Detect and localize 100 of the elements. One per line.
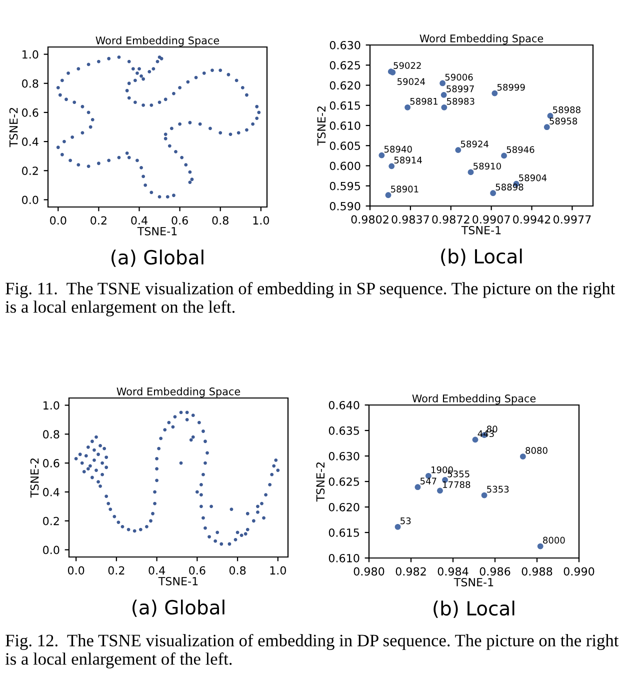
annotation: 58988 [553,106,580,114]
y-tick-label: 0.640 [328,400,360,410]
x-tick-label: 0.9802 [351,215,388,224]
annotation: 58940 [384,146,412,153]
y-axis-title: TSNE-2 [30,458,39,498]
y-tick-label: 0.615 [330,101,360,110]
point [414,484,421,490]
x-tick-label: 0.9872 [432,215,470,224]
x-tick-label: 0.990 [564,567,594,576]
annotation: 17788 [443,481,470,488]
point [455,147,462,153]
point [441,104,448,110]
y-tick-label: 0.2 [22,166,38,176]
y-tick-label: 0.630 [328,452,360,460]
caption: Fig. 11. The TSNE visualization of embedding in SP sequence. The picture on the right is a local enlargement on the left. [5,282,616,316]
annotation: 58981 [410,98,438,105]
x-tick-label: 0.4 [131,216,148,225]
annotation: 8000 [543,536,565,544]
x-tick-label: 0.8 [229,566,246,575]
y-tick-label: 0.6 [22,108,38,117]
annotation: 443 [478,430,494,438]
y-tick-label: 0.595 [330,182,360,190]
point [404,104,410,110]
y-tick-label: 0.625 [328,477,359,486]
y-tick-label: 0.635 [328,426,359,435]
y-tick-label: 0.4 [22,138,38,146]
annotation: 8080 [526,447,548,454]
x-tick-label: 0.4 [148,566,166,575]
annotation: 58901 [391,186,418,192]
x-tick-label: 1.0 [253,216,270,225]
y-axis-title: TSNE-2 [317,106,326,146]
y-tick-label: 0.8 [22,79,38,88]
annotation: 5353 [487,486,509,493]
y-tick-label: 0.625 [330,61,360,70]
x-tick-label: 0.982 [396,567,426,576]
point [378,152,385,158]
y-tick-label: 0.610 [330,121,360,130]
chart-title: Word Embedding Space [96,36,220,46]
y-tick-label: 0.8 [43,430,60,439]
chart-title: Word Embedding Space [420,34,544,44]
point [481,492,488,498]
x-tick-label: 0.8 [212,216,228,225]
text: (b) Local [434,600,514,618]
annotation: 547 [420,478,436,484]
annotation: 53 [400,517,411,524]
x-tick-label: 0.0 [68,566,84,575]
x-tick-label: 0.9907 [472,215,510,224]
point [490,190,496,196]
text: (a) Global [132,600,224,617]
x-tick-label: 0.2 [90,216,106,225]
annotation: 58997 [446,85,474,92]
x-tick-label: 0.6 [172,216,188,225]
x-tick-label: 0.980 [354,567,384,576]
point [544,124,550,130]
point [440,80,446,86]
y-tick-label: 0.610 [328,554,360,562]
chart-title: Word Embedding Space [412,394,536,404]
y-tick-label: 0.600 [330,162,360,170]
text: (b) Local [441,248,522,266]
annotation: 58904 [519,174,547,182]
annotation: 59022 [394,62,421,69]
point [388,163,395,170]
annotation: 58924 [460,140,488,148]
point [440,92,447,98]
y-tick-label: 0.620 [328,502,360,512]
annotation: 58946 [506,146,534,154]
annotation: 58983 [446,98,474,105]
y-tick-label: 0.605 [330,142,360,150]
point [537,543,544,550]
x-tick-label: 0.6 [189,566,206,575]
point [492,90,498,96]
y-tick-label: 1.0 [22,50,38,59]
point [437,488,443,494]
caption: Fig. 12. The TSNE visualization of embedding in DP sequence. The picture on the right is a local enlargement of the left. [5,634,619,668]
y-tick-label: 0.2 [43,516,59,526]
point [501,152,507,159]
x-tick-label: 0.9977 [553,215,591,224]
y-tick-label: 0.0 [22,196,38,204]
x-tick-label: 0.9837 [392,215,429,224]
annotation: 59006 [445,74,473,81]
annotation: 58910 [474,162,501,170]
y-axis-title: TSNE-2 [316,462,325,502]
point [385,192,392,198]
x-axis-title: TSNE-1 [137,226,177,236]
x-axis-title: TSNE-1 [461,226,501,234]
annotation: 58898 [496,184,524,190]
x-tick-label: 0.9942 [513,215,550,224]
text: (a) Global [112,250,204,267]
annotation: 59024 [398,78,426,85]
x-axis-title: TSNE-1 [158,576,198,586]
x-tick-label: 0.986 [480,567,510,576]
x-axis-title: TSNE-1 [454,578,494,586]
annotation: 58958 [550,118,578,124]
annotation: 80 [486,426,498,432]
x-tick-label: 0.2 [108,566,124,575]
annotation: 58914 [394,156,422,164]
point [520,454,526,460]
x-tick-label: 0.0 [50,216,66,225]
point [394,524,401,530]
x-tick-label: 0.984 [438,567,468,576]
